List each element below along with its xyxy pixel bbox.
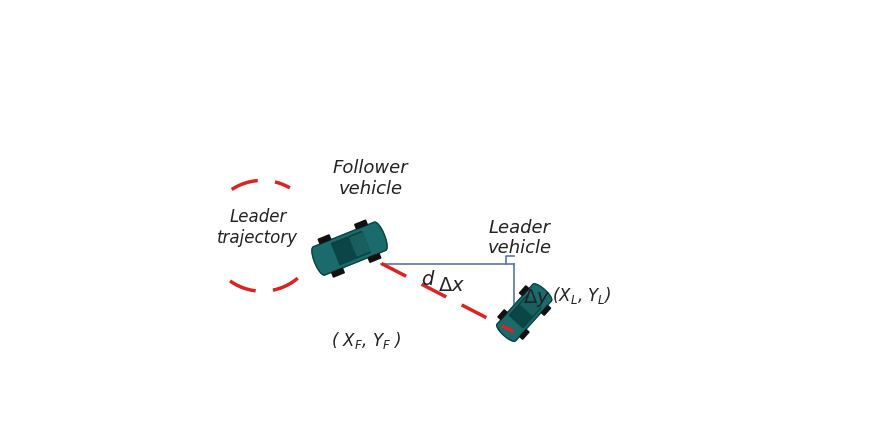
Polygon shape bbox=[496, 284, 551, 341]
Text: $\Delta x$: $\Delta x$ bbox=[438, 276, 465, 295]
Polygon shape bbox=[519, 286, 528, 296]
Polygon shape bbox=[520, 296, 539, 315]
Text: ( X$_\mathregular{F}$, Y$_\mathregular{F}$ ): ( X$_\mathregular{F}$, Y$_\mathregular{F… bbox=[331, 330, 402, 351]
Text: $d$: $d$ bbox=[421, 270, 435, 289]
Polygon shape bbox=[311, 222, 387, 275]
Polygon shape bbox=[332, 269, 344, 277]
Polygon shape bbox=[354, 220, 367, 229]
Polygon shape bbox=[367, 254, 381, 262]
Text: Follower
vehicle: Follower vehicle bbox=[332, 159, 408, 198]
Polygon shape bbox=[541, 305, 550, 315]
Polygon shape bbox=[317, 235, 331, 244]
Text: (X$_\mathregular{L}$, Y$_\mathregular{L}$): (X$_\mathregular{L}$, Y$_\mathregular{L}… bbox=[552, 285, 611, 306]
Text: Leader
vehicle: Leader vehicle bbox=[488, 218, 552, 257]
Polygon shape bbox=[497, 310, 507, 320]
Polygon shape bbox=[332, 231, 370, 265]
Polygon shape bbox=[519, 329, 529, 339]
Polygon shape bbox=[350, 233, 369, 256]
Text: $\Delta y$: $\Delta y$ bbox=[523, 287, 550, 308]
Polygon shape bbox=[509, 296, 540, 328]
Text: Leader
trajectory: Leader trajectory bbox=[217, 208, 298, 247]
